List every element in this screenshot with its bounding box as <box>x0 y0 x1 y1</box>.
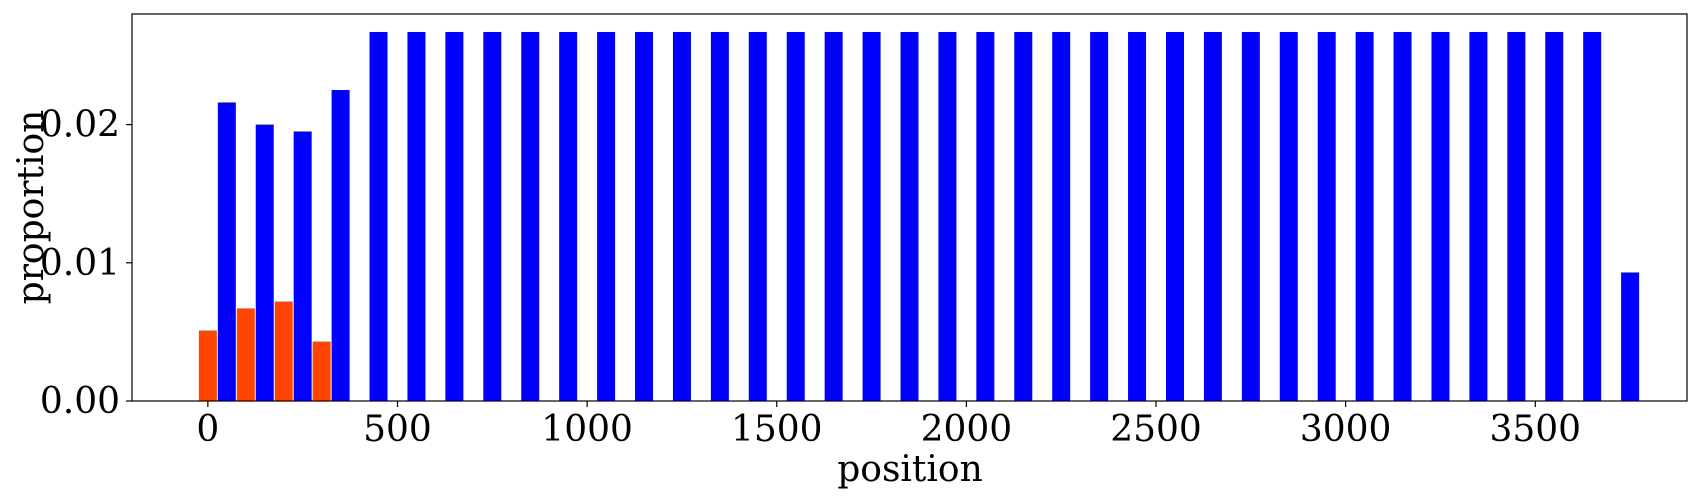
bar-series2-27 <box>1241 31 1260 401</box>
bar-series2-14 <box>748 31 767 401</box>
x-tick-label: 2000 <box>921 409 1013 450</box>
bar-series2-28 <box>1279 31 1298 401</box>
bar-series2-9 <box>559 31 578 401</box>
bar-series2-13 <box>710 31 729 401</box>
x-tick-label: 1000 <box>541 409 633 450</box>
bar-series1-0 <box>198 330 217 401</box>
bar-series2-25 <box>1165 31 1184 401</box>
bar-series1-1 <box>236 308 255 401</box>
bar-series2-21 <box>1014 31 1033 401</box>
bar-series2-34 <box>1507 31 1526 401</box>
bar-series2-17 <box>862 31 881 401</box>
bar-series2-31 <box>1393 31 1412 401</box>
x-tick-label: 500 <box>363 409 432 450</box>
x-tick-label: 3000 <box>1300 409 1392 450</box>
bar-series2-20 <box>976 31 995 401</box>
y-axis: 0.00 0.01 0.02 <box>40 105 132 422</box>
bar-series2-19 <box>938 31 957 401</box>
y-tick-label: 0.00 <box>40 381 120 422</box>
bar-series2-8 <box>521 31 540 401</box>
bar-series2-33 <box>1469 31 1488 401</box>
bar-series2-15 <box>786 31 805 401</box>
bar-series2-29 <box>1317 31 1336 401</box>
bar-series2-36 <box>1583 31 1602 401</box>
bar-series2-32 <box>1431 31 1450 401</box>
bar-series2-10 <box>597 31 616 401</box>
bar-series2-18 <box>900 31 919 401</box>
x-tick-label: 2500 <box>1110 409 1202 450</box>
bar-series2-37 <box>1621 272 1640 401</box>
bar-series2-24 <box>1128 31 1147 401</box>
bar-series2-5 <box>407 31 426 401</box>
bars-layer <box>198 31 1640 402</box>
bar-series2-1 <box>255 124 274 401</box>
x-tick-label: 0 <box>196 409 219 450</box>
bar-series2-6 <box>445 31 464 401</box>
bar-series2-16 <box>824 31 843 401</box>
bar-series1-3 <box>312 341 331 401</box>
y-axis-label: proportion <box>11 110 52 305</box>
plot-frame <box>131 13 1688 402</box>
bar-series2-23 <box>1090 31 1109 401</box>
bar-series2-7 <box>483 31 502 401</box>
y-tick-label: 0.01 <box>40 243 120 284</box>
y-tick-label: 0.02 <box>40 105 120 146</box>
bar-series2-2 <box>293 131 312 402</box>
bar-series2-12 <box>672 31 691 401</box>
bar-series2-26 <box>1203 31 1222 401</box>
bar-series2-11 <box>635 31 654 401</box>
bar-series2-30 <box>1355 31 1374 401</box>
x-tick-label: 3500 <box>1489 409 1581 450</box>
bar-series2-35 <box>1545 31 1564 401</box>
bar-series2-4 <box>369 31 388 401</box>
x-axis-label: position <box>837 449 983 490</box>
x-tick-label: 1500 <box>731 409 823 450</box>
x-axis: 0 500 1000 1500 2000 2500 3000 3500 <box>196 401 1581 450</box>
bar-series2-3 <box>331 90 350 402</box>
bar-series1-2 <box>274 301 293 401</box>
bar-series2-22 <box>1052 31 1071 401</box>
bar-series2-0 <box>217 102 236 402</box>
